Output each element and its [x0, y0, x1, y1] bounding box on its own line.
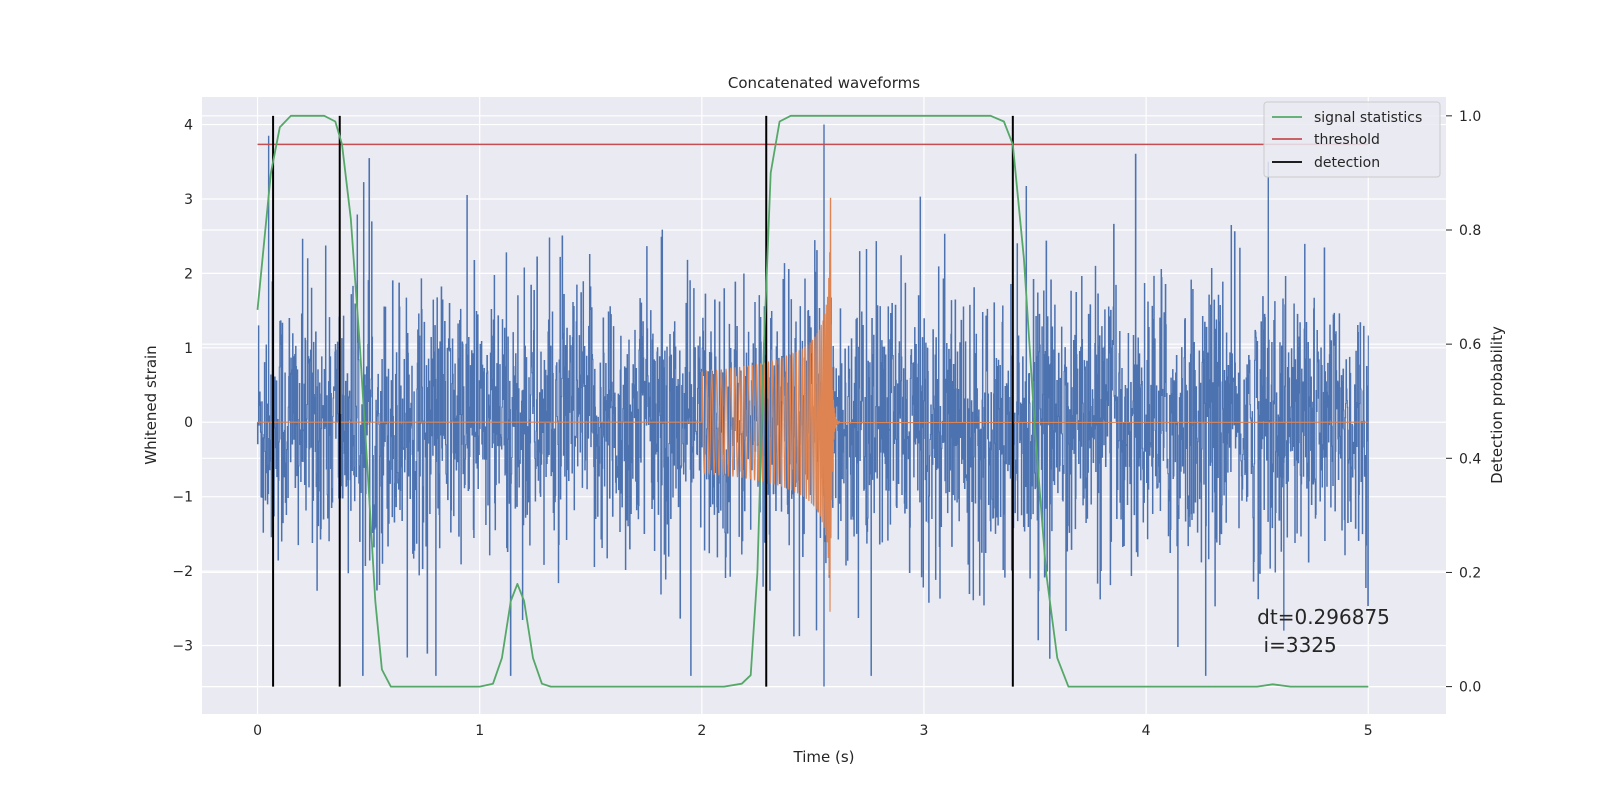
- y2-tick-label: 0.6: [1459, 337, 1481, 353]
- y2-tick-label: 0.0: [1459, 680, 1481, 696]
- plot-area: [256, 114, 1369, 688]
- x-ticks: 0 1 2 3 4 5: [253, 723, 1373, 739]
- y2-tick-label: 0.2: [1459, 565, 1481, 581]
- y2-tick-label: 0.4: [1459, 451, 1481, 467]
- legend-label-threshold: threshold: [1314, 132, 1380, 148]
- y-tick-label: −2: [172, 564, 193, 580]
- y-tick-label: 4: [184, 118, 193, 134]
- x-tick-label: 2: [697, 723, 706, 739]
- legend-box: [1263, 101, 1441, 178]
- legend-label-detection: detection: [1314, 155, 1380, 171]
- x-tick-label: 5: [1364, 723, 1373, 739]
- y-tick-label: −1: [172, 490, 193, 506]
- annotation-dt: dt=0.296875: [1257, 605, 1390, 629]
- y-tick-label: 3: [184, 192, 193, 208]
- y-tick-label: −3: [172, 639, 193, 655]
- y2-tick-label: 0.8: [1459, 223, 1481, 239]
- y-ticks: −3 −2 −1 0 1 2 3 4: [172, 118, 193, 655]
- x-tick-label: 0: [253, 723, 262, 739]
- y-tick-label: 2: [184, 266, 193, 282]
- legend: signal statistics threshold detection: [1263, 101, 1441, 178]
- y-axis-label: Whitened strain: [142, 345, 160, 464]
- chirp-template-series: [257, 197, 1369, 612]
- x-tick-label: 4: [1142, 723, 1151, 739]
- y2-axis-label: Detection probability: [1488, 326, 1506, 484]
- x-tick-label: 3: [920, 723, 929, 739]
- legend-label-signal-statistics: signal statistics: [1314, 110, 1422, 126]
- chart-title: Concatenated waveforms: [728, 74, 920, 92]
- y2-ticks: 0.0 0.2 0.4 0.6 0.8 1.0: [1446, 109, 1481, 696]
- annotation-i: i=3325: [1257, 633, 1337, 657]
- x-tick-label: 1: [475, 723, 484, 739]
- x-axis-label: Time (s): [793, 748, 855, 766]
- annotation: dt=0.296875 i=3325: [1257, 605, 1390, 657]
- signal-statistics-line: [256, 114, 1369, 688]
- y2-tick-label: 1.0: [1459, 109, 1481, 125]
- y-tick-label: 0: [184, 415, 193, 431]
- y-tick-label: 1: [184, 341, 193, 357]
